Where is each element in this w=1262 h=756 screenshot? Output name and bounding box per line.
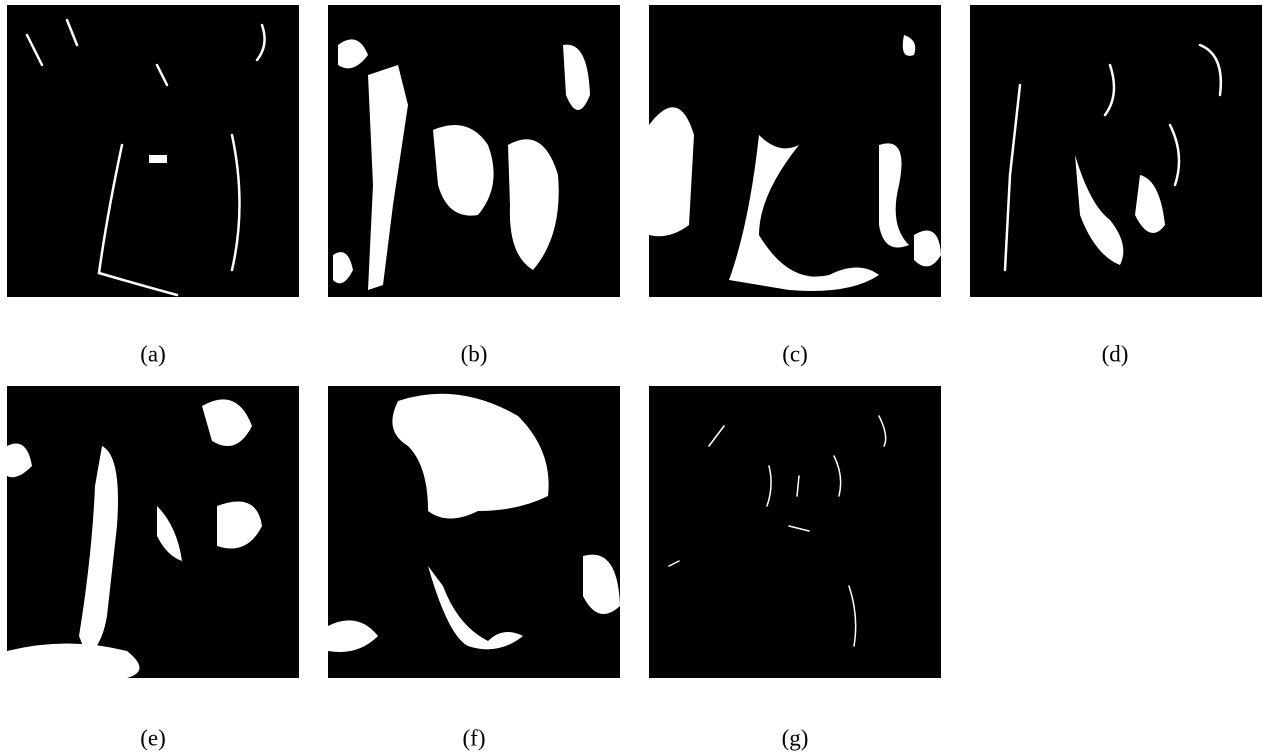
mask-region (649, 107, 694, 236)
mask-panel (649, 386, 941, 678)
panel-label: (f) (463, 725, 486, 750)
panel-label: (c) (782, 341, 808, 366)
mask-panel (328, 5, 620, 297)
panel-label: (d) (1102, 341, 1129, 366)
mask-panel (328, 386, 620, 678)
mask-background (649, 386, 941, 678)
figure: (a) (b) (c) (d) (e) (f) (g) (0, 0, 1262, 756)
mask-panel (7, 386, 299, 678)
mask-background (7, 5, 299, 297)
mask-panel (649, 5, 941, 297)
mask-region (149, 155, 167, 163)
mask-panel (7, 5, 299, 297)
mask-panel (970, 5, 1262, 297)
panel-label: (a) (140, 341, 166, 366)
panel-label: (b) (461, 341, 488, 366)
panel-label: (e) (140, 725, 166, 750)
panel-label: (g) (782, 725, 809, 750)
